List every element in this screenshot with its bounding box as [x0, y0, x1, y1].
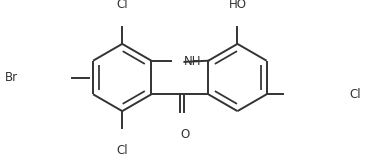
- Text: HO: HO: [228, 0, 246, 11]
- Text: Cl: Cl: [116, 144, 128, 155]
- Text: Cl: Cl: [349, 88, 361, 101]
- Text: NH: NH: [184, 55, 201, 68]
- Text: Br: Br: [5, 71, 18, 84]
- Text: Cl: Cl: [116, 0, 128, 11]
- Text: O: O: [180, 128, 189, 141]
